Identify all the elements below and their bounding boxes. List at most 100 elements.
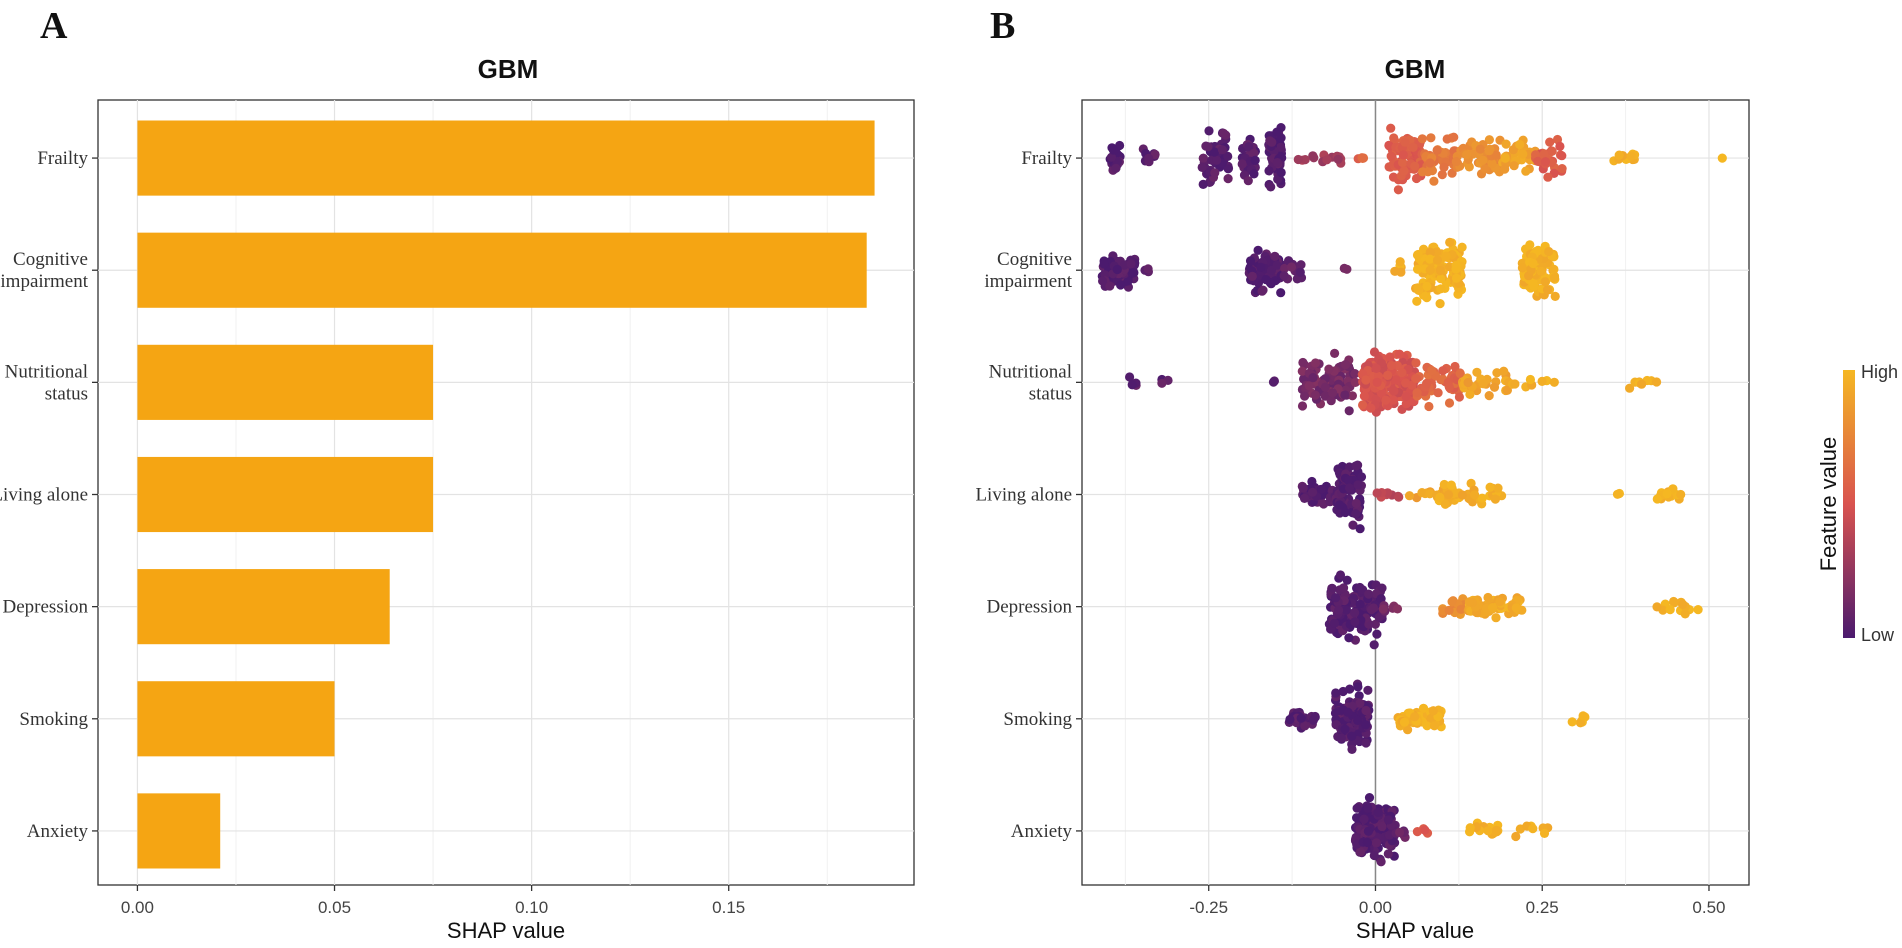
point-smoking	[1343, 707, 1353, 717]
point-nutritional-status	[1450, 361, 1460, 372]
point-depression	[1669, 596, 1679, 607]
bar-nutritional-status	[137, 344, 434, 420]
point-anxiety	[1352, 813, 1362, 823]
point-depression	[1364, 589, 1374, 599]
point-nutritional-status	[1389, 386, 1399, 396]
point-frailty	[1439, 162, 1449, 172]
point-cognitive-impairment	[1279, 271, 1289, 281]
point-anxiety	[1511, 831, 1521, 842]
panel-b-points	[1097, 123, 1727, 867]
point-depression	[1678, 599, 1688, 610]
point-depression	[1495, 597, 1505, 607]
panel-a-letter: A	[40, 5, 68, 47]
point-cognitive-impairment	[1280, 263, 1290, 273]
panel-a-x-tick-label: 0.10	[515, 898, 548, 917]
point-frailty	[1547, 146, 1557, 156]
point-smoking	[1308, 715, 1318, 725]
point-smoking	[1300, 721, 1310, 731]
point-cognitive-impairment	[1261, 275, 1271, 285]
point-cognitive-impairment	[1116, 280, 1126, 290]
panel-a-y-tick-label-frailty: Frailty	[37, 148, 88, 169]
point-cognitive-impairment	[1441, 251, 1451, 261]
point-frailty	[1108, 145, 1118, 155]
point-nutritional-status	[1401, 391, 1411, 402]
point-cognitive-impairment	[1550, 291, 1560, 301]
point-living-alone	[1612, 489, 1623, 499]
point-frailty	[1508, 145, 1518, 155]
point-depression	[1693, 605, 1703, 615]
point-anxiety	[1369, 850, 1379, 861]
point-living-alone	[1316, 484, 1327, 494]
point-cognitive-impairment	[1098, 276, 1108, 286]
point-frailty	[1197, 162, 1207, 172]
bar-depression	[137, 569, 390, 645]
point-living-alone	[1425, 489, 1435, 499]
point-frailty	[1276, 167, 1286, 178]
point-living-alone	[1344, 462, 1354, 472]
point-living-alone	[1356, 472, 1367, 482]
point-smoking	[1418, 703, 1429, 713]
point-cognitive-impairment	[1436, 274, 1446, 284]
point-living-alone	[1344, 483, 1355, 493]
color-legend: High Low Feature value	[1816, 362, 1898, 645]
point-smoking	[1353, 682, 1363, 692]
point-smoking	[1363, 685, 1373, 695]
point-frailty	[1393, 185, 1403, 195]
point-smoking	[1285, 714, 1295, 725]
point-living-alone	[1355, 524, 1365, 534]
point-frailty	[1509, 161, 1519, 171]
point-cognitive-impairment	[1129, 268, 1139, 278]
point-cognitive-impairment	[1457, 242, 1467, 252]
panel-a-y-tick-label-living-alone: Living alone	[0, 485, 88, 506]
panel-a-x-tick-label: 0.05	[318, 898, 351, 917]
point-frailty	[1557, 164, 1567, 174]
point-nutritional-status	[1344, 406, 1354, 416]
point-frailty	[1106, 152, 1117, 162]
point-living-alone	[1485, 482, 1495, 492]
point-cognitive-impairment	[1270, 251, 1280, 261]
point-frailty	[1389, 133, 1399, 143]
point-frailty	[1432, 145, 1442, 155]
panel-a-x-axis-label: SHAP value	[447, 918, 565, 943]
point-living-alone	[1351, 498, 1361, 508]
point-frailty	[1212, 155, 1222, 165]
point-frailty	[1244, 142, 1254, 152]
point-living-alone	[1417, 488, 1427, 498]
point-frailty	[1462, 150, 1472, 160]
point-anxiety	[1528, 824, 1538, 834]
panel-a-x-axis: 0.00 0.05 0.10 0.15	[121, 885, 745, 917]
point-frailty	[1249, 169, 1259, 179]
point-living-alone	[1343, 475, 1354, 485]
point-frailty	[1322, 155, 1332, 165]
point-cognitive-impairment	[1451, 264, 1461, 274]
point-smoking	[1428, 706, 1438, 716]
point-cognitive-impairment	[1256, 262, 1266, 272]
point-cognitive-impairment	[1542, 285, 1553, 295]
point-frailty	[1198, 153, 1208, 163]
point-cognitive-impairment	[1525, 240, 1535, 250]
point-depression	[1456, 604, 1466, 615]
point-depression	[1370, 619, 1380, 629]
point-nutritional-status	[1328, 388, 1338, 398]
point-nutritional-status	[1433, 388, 1443, 398]
point-cognitive-impairment	[1435, 299, 1445, 309]
panel-b-y-tick-label-living-alone: Living alone	[975, 485, 1072, 506]
point-frailty	[1272, 127, 1282, 137]
point-depression	[1665, 605, 1675, 615]
point-nutritional-status	[1478, 379, 1488, 389]
point-cognitive-impairment	[1295, 267, 1305, 277]
point-nutritional-status	[1358, 400, 1368, 410]
point-cognitive-impairment	[1436, 284, 1446, 294]
point-frailty	[1223, 164, 1233, 174]
point-anxiety	[1352, 803, 1362, 813]
point-frailty	[1358, 153, 1368, 163]
point-living-alone	[1404, 491, 1415, 501]
point-living-alone	[1351, 461, 1361, 471]
point-nutritional-status	[1424, 401, 1434, 412]
legend-low-label: Low	[1861, 625, 1895, 645]
point-smoking	[1361, 705, 1371, 716]
point-depression	[1368, 603, 1379, 613]
panel-a-x-tick-label: 0.00	[121, 898, 154, 917]
point-nutritional-status	[1444, 382, 1454, 392]
point-frailty	[1426, 133, 1436, 143]
